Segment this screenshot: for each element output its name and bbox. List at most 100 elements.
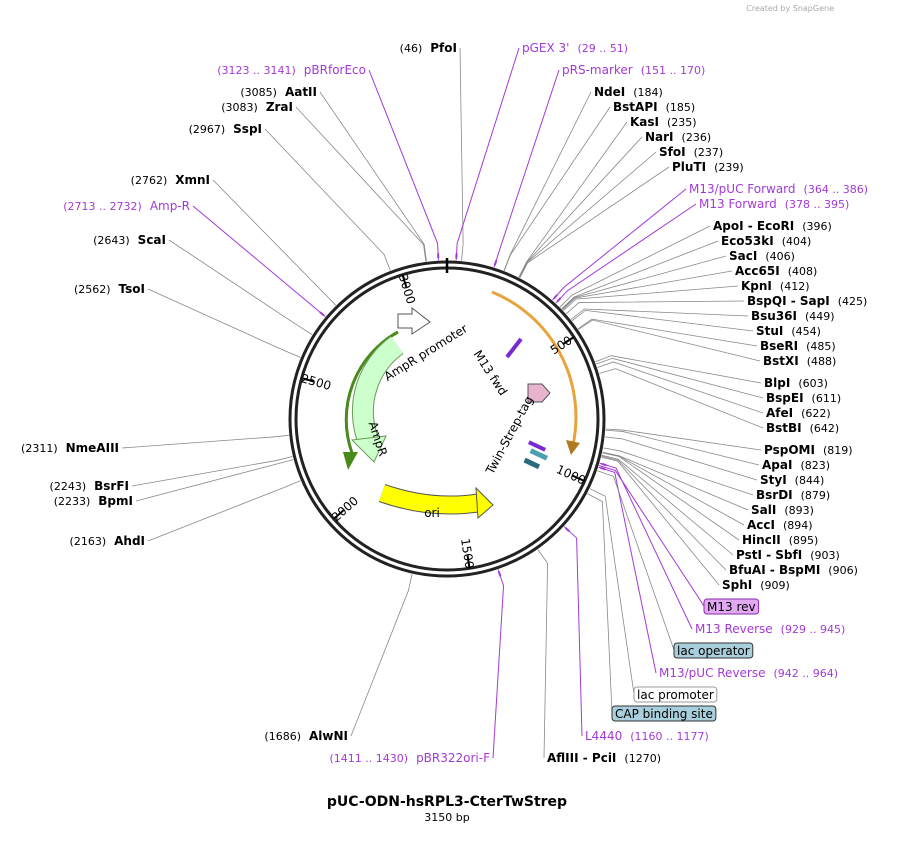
label: PspOMI (819) <box>764 443 853 457</box>
label-name: M13/pUC Forward <box>689 182 796 196</box>
label: NdeI (184) <box>594 85 663 99</box>
label-position: (909) <box>760 579 790 592</box>
feature-label: ori <box>424 506 440 520</box>
label: (2713 .. 2732) Amp-R <box>63 199 190 213</box>
label-name: pBRforEco <box>304 63 366 77</box>
label-position: (46) <box>400 42 423 55</box>
connector <box>603 447 754 496</box>
label-name: Bsu36I <box>751 309 797 323</box>
connector <box>599 368 764 429</box>
label: M13 Forward (378 .. 395) <box>699 197 849 211</box>
label-name: NmeAIII <box>66 441 119 455</box>
label-position: (235) <box>667 116 697 129</box>
label: SfoI (237) <box>659 145 723 159</box>
connector <box>168 239 313 335</box>
label-position: (449) <box>805 310 835 323</box>
primer-site <box>553 294 558 300</box>
label-name: AlwNI <box>309 729 348 743</box>
feature-box-label: lac operator <box>677 644 750 658</box>
label-name: BstAPI <box>613 100 658 114</box>
connector <box>212 179 337 306</box>
label-name: AfeI <box>766 406 793 420</box>
label-position: (2233) <box>54 495 91 508</box>
label-name: HincII <box>742 533 781 547</box>
label-position: (485) <box>806 340 836 353</box>
label-name: XmnI <box>175 173 210 187</box>
feature-box <box>611 705 717 722</box>
connector <box>601 456 720 586</box>
label-position: (906) <box>828 564 858 577</box>
label-name: BspEI <box>766 391 804 405</box>
connector <box>121 434 289 449</box>
label: BstXI (488) <box>763 354 836 368</box>
label-position: (942 .. 964) <box>774 667 839 680</box>
label-name: BlpI <box>764 376 790 390</box>
label-position: (396) <box>802 220 832 233</box>
primer-site <box>319 311 325 317</box>
label: (2967) SspI <box>189 122 262 136</box>
label: StuI (454) <box>756 324 821 338</box>
feature-box <box>673 642 754 659</box>
label-name: PspOMI <box>764 443 815 457</box>
label-position: (239) <box>714 161 744 174</box>
label: BstAPI (185) <box>613 100 695 114</box>
connector <box>559 225 711 308</box>
connector <box>563 526 583 737</box>
m13-fwd-primer <box>505 337 523 359</box>
label-position: (1270) <box>624 752 661 765</box>
twin-strep-block <box>523 457 541 470</box>
label: (1686) AlwNI <box>264 729 348 743</box>
tick-label: 1000 <box>554 462 588 487</box>
label-position: (603) <box>798 377 828 390</box>
ampr-head <box>350 435 387 463</box>
watermark: Created by SnapGene <box>746 4 834 13</box>
tick-mark <box>333 509 345 520</box>
connector <box>503 106 611 271</box>
connector <box>492 569 505 759</box>
tick-label: 3000 <box>396 272 418 305</box>
backbone-outer <box>288 260 606 578</box>
connector <box>605 428 762 451</box>
label-position: (3085) <box>240 86 277 99</box>
label-name: SfoI <box>659 145 686 159</box>
label-position: (1411 .. 1430) <box>330 752 409 765</box>
feature-box-label: M13 rev <box>707 600 756 614</box>
label-name: ApaI <box>762 458 792 472</box>
label-name: SacI <box>729 249 757 263</box>
connector <box>595 355 762 384</box>
label-name: ZraI <box>266 100 293 114</box>
label-position: (3123 .. 3141) <box>217 64 296 77</box>
connector <box>597 470 675 651</box>
connector <box>578 319 761 362</box>
label: AccI (894) <box>747 518 813 532</box>
label-position: (404) <box>782 235 812 248</box>
label-name: BpmI <box>98 494 133 508</box>
connector <box>598 465 705 607</box>
label: Acc65I (408) <box>735 264 817 278</box>
connector <box>503 91 592 271</box>
label: (2233) BpmI <box>54 494 133 508</box>
tick-mark <box>401 274 408 288</box>
label: M13/pUC Reverse (942 .. 964) <box>659 666 838 680</box>
label-position: (879) <box>801 489 831 502</box>
label-position: (3083) <box>221 101 258 114</box>
label-name: pRS-marker <box>562 63 633 77</box>
tick-label: 2000 <box>329 494 361 525</box>
label: BsrDI (879) <box>756 488 830 502</box>
label-position: (2163) <box>70 535 107 548</box>
label-position: (929 .. 945) <box>781 623 846 636</box>
connector <box>570 308 749 320</box>
label: (3083) ZraI <box>221 100 293 114</box>
label-position: (2713 .. 2732) <box>63 200 142 213</box>
label: M13 Reverse (929 .. 945) <box>695 622 845 636</box>
label-name: StuI <box>756 324 783 338</box>
connector <box>147 480 301 542</box>
label-name: StyI <box>760 473 787 487</box>
label: (3085) AatII <box>240 85 317 99</box>
orange-feature <box>491 290 578 446</box>
label-position: (2643) <box>93 234 130 247</box>
connector <box>135 459 294 502</box>
label: (2243) BsrFI <box>50 479 129 493</box>
label: SalI (893) <box>751 503 814 517</box>
label-name: M13/pUC Reverse <box>659 666 766 680</box>
